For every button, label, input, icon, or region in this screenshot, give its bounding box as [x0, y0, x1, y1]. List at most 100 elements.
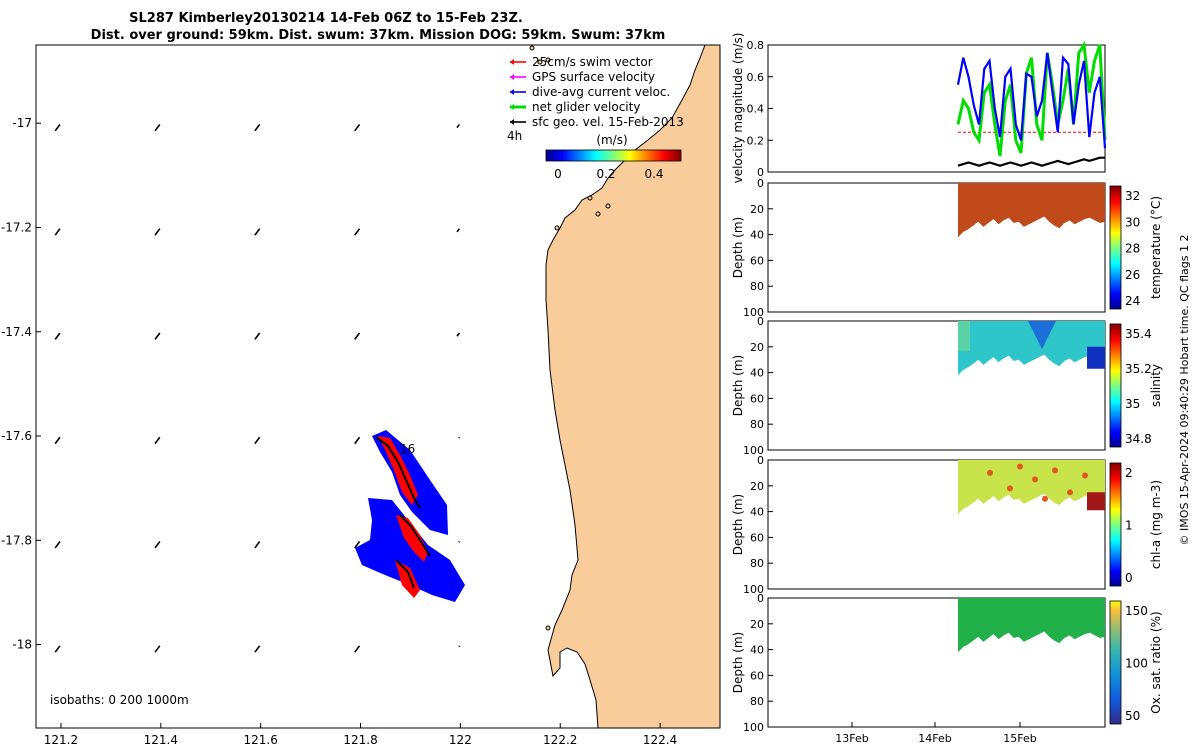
colorbar-tick-label: 0 [1125, 571, 1133, 585]
current-vector [254, 123, 261, 132]
current-vector [154, 228, 161, 236]
map-x-tick-label: 122 [449, 733, 472, 747]
depth-tick-label: 0 [757, 315, 764, 328]
depth-tick-label: 60 [750, 392, 764, 405]
map-x-tick-label: 122.2 [543, 733, 577, 747]
current-vector [254, 332, 261, 340]
colorbar-ticks: 0 0.2 0.4 [554, 167, 663, 181]
legend-note: 4h [507, 129, 522, 143]
depth-axis-label: Depth (m) [731, 494, 745, 555]
depth-tick-label: 40 [750, 229, 764, 242]
colorbar-tick-label: 35 [1125, 397, 1140, 411]
island [545, 57, 551, 63]
depth-tick-label: 20 [750, 480, 764, 493]
profile-data-oxygen [958, 598, 1105, 653]
current-vector [154, 123, 161, 132]
current-vector [54, 228, 61, 236]
legend-arrowhead [510, 104, 514, 110]
legend-arrowhead [510, 119, 514, 125]
colorbar-tick-label: 2 [1125, 466, 1133, 480]
depth-axis-label: Depth (m) [731, 217, 745, 278]
current-vector [354, 332, 361, 340]
current-vector [54, 645, 61, 653]
map-islands [529, 45, 611, 631]
current-vector [254, 541, 261, 549]
island [529, 45, 535, 51]
depth-tick-label: 40 [750, 506, 764, 519]
depth-tick-label: 60 [750, 531, 764, 544]
current-vector [354, 123, 361, 132]
land-mass [545, 45, 720, 728]
profile-colorbar [1109, 462, 1122, 587]
depth-axis-label: Depth (m) [731, 355, 745, 416]
depth-tick-label: 80 [750, 557, 764, 570]
profile-data-chl-a [958, 460, 1105, 515]
depth-tick-label: 80 [750, 280, 764, 293]
chl-spot [987, 469, 993, 476]
colorbar-tick-label: 50 [1125, 709, 1140, 723]
track-red-lower [395, 515, 428, 598]
time-tick-label: 14Feb [918, 732, 951, 745]
current-vector [54, 436, 61, 445]
map-x-ticks: 121.2 121.4 121.6 121.8 122 122.2 122.4 [44, 723, 677, 747]
colorbar-title: chl-a (mg m-3) [1149, 480, 1163, 569]
salinity-deep [1087, 346, 1105, 369]
colorbar-gradient [545, 149, 682, 162]
depth-tick-label: 100 [743, 444, 764, 457]
depth-tick-label: 100 [743, 306, 764, 319]
map-vectors [54, 123, 461, 653]
current-vector [154, 541, 161, 549]
track-blue-lower [355, 498, 465, 602]
current-vector [458, 541, 461, 543]
salinity-low-patch [1028, 321, 1056, 349]
colorbar-tick-label: 26 [1125, 268, 1140, 282]
map-panel: 121.2 121.4 121.6 121.8 122 122.2 122.4 -17-17… [1, 44, 721, 747]
depth-axis-label: Depth (m) [731, 632, 745, 693]
colorbar-tick-label: 28 [1125, 242, 1140, 256]
map-x-tick-label: 121.8 [343, 733, 377, 747]
chl-spot [1067, 489, 1073, 496]
legend-label: net glider velocity [532, 100, 640, 114]
map-y-ticks: -17 -17.2 -17.4 -17.6 -17.8 -18 [1, 116, 41, 652]
legend-label: dive-avg current veloc. [532, 85, 670, 99]
map-y-tick-label: -17.2 [1, 220, 32, 234]
salinity-edge [958, 321, 970, 351]
depth-tick-label: 0 [757, 454, 764, 467]
map-y-tick-label: -17.8 [1, 533, 32, 547]
title-line-2: Dist. over ground: 59km. Dist. swum: 37k… [91, 28, 666, 43]
credit-text: © IMOS 15-Apr-2024 09:40:29 Hobart time.… [1178, 235, 1191, 546]
current-vector [458, 436, 461, 439]
chl-spot [1007, 485, 1013, 492]
depth-tick-label: 40 [750, 367, 764, 380]
current-vector [354, 228, 361, 236]
current-vector [154, 436, 161, 445]
profile-colorbar [1109, 323, 1122, 448]
depth-tick-label: 60 [750, 669, 764, 682]
title-line-1: SL287 Kimberley20130214 14-Feb 06Z to 15… [129, 11, 523, 26]
velocity-y-tick-label: 0 [757, 166, 764, 179]
profile-colorbar [1109, 185, 1122, 310]
legend-arrowhead [510, 59, 514, 65]
colorbar-tick-label: 24 [1125, 294, 1140, 308]
velocity-series-line [956, 52, 1107, 149]
colorbar-tick-label: 1 [1125, 519, 1133, 533]
velocity-y-tick-label: 0.6 [747, 71, 765, 84]
time-axis: 13Feb 14Feb 15Feb [835, 722, 1037, 745]
chl-bottom-max [1087, 492, 1105, 511]
depth-tick-label: 0 [757, 177, 764, 190]
colorbar-label: (m/s) [596, 133, 627, 147]
depth-tick-label: 20 [750, 618, 764, 631]
glider-track [355, 430, 465, 602]
legend-label: 25cm/s swim vector [532, 55, 653, 69]
colorbar-tick-label: 30 [1125, 215, 1140, 229]
day-label: 16 [400, 442, 415, 456]
depth-tick-label: 60 [750, 254, 764, 267]
current-vector [254, 436, 261, 445]
colorbar-tick-label: 0 [554, 167, 562, 181]
map-colorbar: (m/s) 0 0.2 0.4 [545, 133, 682, 181]
colorbar-tick-label: 0.4 [644, 167, 663, 181]
depth-tick-label: 80 [750, 695, 764, 708]
map-x-tick-label: 121.6 [243, 733, 277, 747]
